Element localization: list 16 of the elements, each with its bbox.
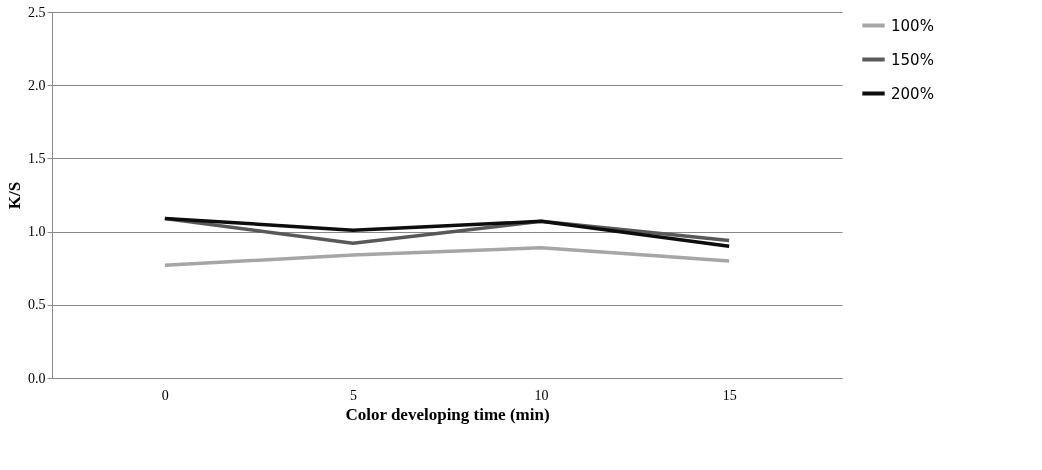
y-tick-label: 1.5 [28, 150, 46, 166]
legend-label: 200% [891, 84, 934, 103]
y-tick-label: 2.0 [28, 77, 46, 93]
y-tick-label: 1.0 [28, 224, 46, 240]
x-tick-label: 5 [349, 387, 357, 403]
x-tick-label: 10 [534, 387, 549, 403]
y-tick-label: 0.5 [28, 297, 46, 313]
y-tick-label: 0.0 [28, 370, 46, 386]
x-tick-label: 15 [722, 387, 737, 403]
legend-label: 150% [891, 50, 934, 69]
line-series [163, 245, 731, 268]
x-tick-label: 0 [161, 387, 169, 403]
y-tick-label: 2.5 [28, 4, 46, 20]
x-axis-title: Color developing time (min) [345, 404, 550, 424]
legend-label: 100% [891, 16, 934, 35]
y-axis-title: K/S [5, 181, 24, 210]
